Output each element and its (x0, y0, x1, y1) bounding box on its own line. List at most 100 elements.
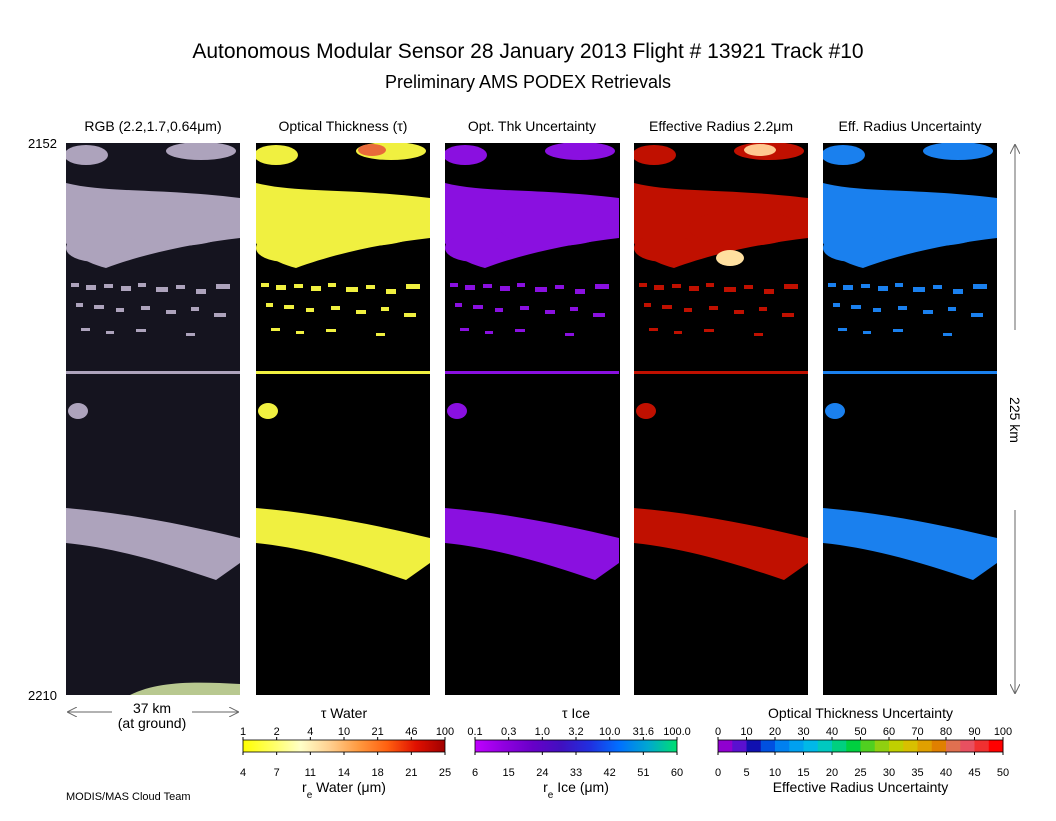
panel-rgb (64, 142, 240, 695)
title: Autonomous Modular Sensor 28 January 201… (192, 40, 863, 63)
length-label: 225 km (1007, 397, 1023, 443)
colorbar-bottom-tick: 35 (911, 767, 923, 779)
colorbar-cell (931, 740, 947, 752)
colorbar-cell (775, 740, 790, 752)
title-part: e (548, 790, 554, 801)
scan-end: 2210 (28, 688, 57, 703)
colorbar-bottom-title: Effective Radius Uncertainty (773, 779, 949, 795)
colorbar-top-title: Optical Thickness Uncertainty (768, 705, 953, 721)
colorbar-cell (974, 740, 990, 752)
title-part: Effective Radius Uncertainty (773, 779, 949, 795)
colorbar-top-tick: 46 (405, 726, 417, 738)
colorbar-bottom-tick: 21 (405, 767, 417, 779)
colorbar-cell (746, 740, 762, 752)
colorbar-bottom-tick: 50 (997, 767, 1009, 779)
colorbar-top-tick: 10 (740, 726, 752, 738)
colorbar-top-title: τ Ice (562, 705, 590, 721)
panel-title: Eff. Radius Uncertainty (839, 118, 982, 134)
colorbar-top-tick: 50 (854, 726, 866, 738)
colorbar-top-tick: 10 (338, 726, 350, 738)
colorbar-cell (760, 740, 776, 752)
colorbar-top-tick: 100 (994, 726, 1012, 738)
colorbar-bottom-tick: 45 (968, 767, 980, 779)
colorbar-bottom-title: re Ice (μm) (543, 779, 609, 801)
colorbar-top-tick: 21 (372, 726, 384, 738)
colorbar-bottom-tick: 24 (536, 767, 548, 779)
colorbar-top-tick: 2 (274, 726, 280, 738)
colorbar-bottom-tick: 15 (797, 767, 809, 779)
colorbar-bottom-tick: 7 (274, 767, 280, 779)
colorbar-bottom-tick: 0 (715, 767, 721, 779)
colorbar-top-tick: 100.0 (663, 726, 691, 738)
colorbar-cell (817, 740, 833, 752)
footer: MODIS/MAS Cloud Team (66, 791, 191, 803)
colorbar-bottom-tick: 20 (826, 767, 838, 779)
colorbar-cell (988, 740, 1004, 752)
colorbar-bottom-tick: 51 (637, 767, 649, 779)
colorbar-bottom-tick: 25 (439, 767, 451, 779)
colorbar-bottom-tick: 30 (883, 767, 895, 779)
colorbar-top-tick: 1 (240, 726, 246, 738)
colorbar-cell (917, 740, 933, 752)
panel-title: RGB (2.2,1.7,0.64μm) (84, 118, 221, 134)
colorbar: Optical Thickness Uncertainty 0 10 20 30 40 50… (715, 705, 1012, 795)
colorbar-top-tick: 31.6 (633, 726, 654, 738)
colorbar-cell (803, 740, 819, 752)
scan-start: 2152 (28, 136, 57, 151)
panel-title: Optical Thickness (τ) (279, 118, 408, 134)
colorbar-bottom-title: re Water (μm) (302, 779, 386, 801)
colorbar-top-tick: 0 (715, 726, 721, 738)
colorbar-cell (732, 740, 747, 752)
colorbar-bottom-tick: 14 (338, 767, 350, 779)
panel-opt-thk-uncertainty (443, 142, 620, 695)
colorbar-fill (243, 740, 445, 752)
colorbar-bottom-tick: 18 (372, 767, 384, 779)
title-part: r (302, 779, 307, 795)
title-part: Water (μm) (312, 779, 386, 795)
width-label: 37 km (133, 700, 171, 716)
colorbar-top-title: τ Water (321, 705, 368, 721)
colorbar-cell (874, 740, 890, 752)
colorbar-cell (946, 740, 961, 752)
colorbar-cell (789, 740, 804, 752)
colorbar-bottom-tick: 33 (570, 767, 582, 779)
colorbar-top-tick: 40 (826, 726, 838, 738)
colorbar-top-tick: 4 (307, 726, 313, 738)
colorbar-cell (718, 740, 733, 752)
colorbar-cell (960, 740, 975, 752)
colorbar-cell (860, 740, 876, 752)
colorbar-bottom-tick: 60 (671, 767, 683, 779)
panel-optical-thickness (254, 142, 430, 695)
colorbar: τ Water 1 2 4 10 21 46 100 4 7 11 14 18 21 25 re Water … (240, 705, 454, 801)
title-part: e (307, 790, 313, 801)
colorbar-top-tick: 0.1 (467, 726, 482, 738)
panel-eff-radius-uncertainty (821, 142, 997, 695)
colorbar-top-tick: 100 (436, 726, 454, 738)
subtitle: Preliminary AMS PODEX Retrievals (385, 72, 671, 92)
colorbar-bottom-tick: 11 (305, 767, 316, 779)
colorbar-top-tick: 1.0 (535, 726, 550, 738)
title-part: r (543, 779, 548, 795)
colorbar-top-tick: 80 (940, 726, 952, 738)
colorbar-bottom-tick: 4 (240, 767, 246, 779)
colorbar-top-tick: 90 (968, 726, 980, 738)
colorbar-cell (889, 740, 904, 752)
colorbar-bottom-tick: 15 (503, 767, 515, 779)
colorbar-top-tick: 0.3 (501, 726, 516, 738)
width-note: (at ground) (118, 715, 186, 731)
panel-title: Effective Radius 2.2μm (649, 118, 793, 134)
colorbar-bottom-tick: 10 (769, 767, 781, 779)
colorbar-top-tick: 3.2 (568, 726, 583, 738)
colorbar-top-tick: 10.0 (599, 726, 620, 738)
colorbar-bottom-tick: 6 (472, 767, 478, 779)
colorbar-top-tick: 70 (911, 726, 923, 738)
colorbar-cell (846, 740, 861, 752)
colorbar: τ Ice 0.1 0.3 1.0 3.2 10.0 31.6 100.0 6 15 24 33 42 5… (467, 705, 690, 801)
colorbar-bottom-tick: 42 (604, 767, 616, 779)
colorbar-fill (475, 740, 677, 752)
colorbar-bottom-tick: 25 (854, 767, 866, 779)
colorbar-cell (903, 740, 918, 752)
